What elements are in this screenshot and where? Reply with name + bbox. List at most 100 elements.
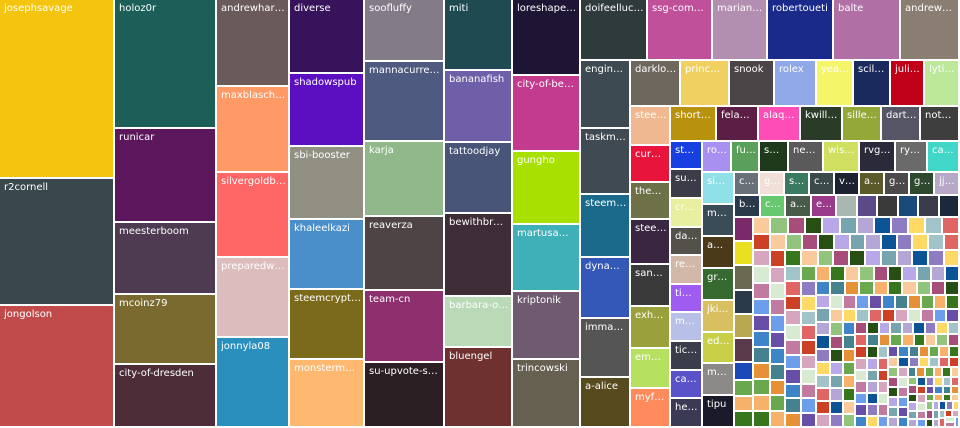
treemap-tile: city-of-berlin (513, 76, 581, 152)
treemap-tile-label: jongolson (4, 309, 53, 320)
treemap-tail-tile (892, 218, 909, 235)
treemap-tile: taskmaster4450 (581, 129, 631, 195)
treemap-tail-tile (926, 323, 937, 335)
treemap-tail-tile (940, 402, 947, 411)
treemap-tail-tile (918, 420, 927, 428)
treemap-tail-tile (754, 300, 771, 316)
treemap-tail-tile (802, 282, 817, 297)
treemap-tail-tile (880, 323, 891, 335)
treemap-tail-tile (954, 402, 960, 411)
treemap-tail-tile (802, 312, 817, 326)
treemap-tile: preparedwombat (217, 258, 290, 338)
treemap-tail-tile (940, 411, 946, 419)
treemap-tail-tile (932, 282, 946, 296)
treemap-tail-tile (889, 368, 899, 378)
treemap-tile: maxblaschke (217, 87, 290, 173)
treemap-tail-tile (802, 326, 817, 341)
treemap-tile-label: meesterboom (119, 226, 189, 237)
treemap-tail-tile (899, 408, 909, 418)
treemap-tile: jonnyla08 (217, 338, 290, 428)
treemap-tail-tile (922, 296, 935, 310)
treemap-tail-tile (754, 348, 771, 364)
treemap-tile: a-alice (581, 378, 631, 428)
treemap-tile: givemefive (885, 173, 910, 196)
treemap-tile-label: sergiomendes (764, 145, 785, 156)
treemap-tile: mathematicalwiz (703, 205, 735, 237)
treemap-tail-tile (817, 296, 831, 309)
treemap-tile-label: r2cornell (4, 182, 49, 193)
treemap-tile-label: sanderjansen (635, 268, 667, 279)
treemap-tail-tile (817, 336, 831, 350)
treemap-tile-label: carrinm (675, 374, 699, 385)
treemap-tile-label: simplymike (707, 176, 731, 187)
treemap-tail-tile (909, 386, 918, 395)
treemap-tile-label: steemmeupscotty (635, 223, 667, 234)
treemap-tail-tile (771, 316, 786, 333)
treemap-tile: tipu (703, 396, 735, 428)
treemap-tile (899, 196, 919, 218)
treemap-tail-tile (771, 333, 786, 349)
treemap-tile: darkloadz (631, 61, 681, 107)
treemap-tile: bananafish (445, 71, 513, 143)
treemap-tile: soofluffy (365, 0, 445, 62)
treemap-tile: mannacurrency (365, 62, 445, 142)
treemap-tile (837, 196, 858, 218)
treemap-tile-label: edprivat (707, 336, 731, 347)
treemap-tail-tile (858, 218, 875, 235)
treemap-tail-tile (844, 415, 856, 428)
treemap-tile-label: tictactoe (675, 345, 699, 356)
treemap-tail-tile (771, 251, 786, 268)
treemap-tail-tile (880, 335, 891, 347)
treemap-tail-tile (831, 310, 844, 323)
treemap-tail-tile (879, 371, 889, 382)
treemap-tile (858, 196, 878, 218)
treemap-tail-tile (927, 378, 935, 387)
treemap-tail-tile (846, 282, 860, 296)
treemap-tail-tile (909, 395, 918, 403)
treemap-tile (735, 218, 754, 242)
treemap-tile-label: andrewgenaille (905, 3, 956, 14)
treemap-tile: sillentkiller (843, 107, 882, 142)
treemap-tile-label: wisdomandjustice (828, 145, 856, 156)
treemap-tail-tile (844, 363, 856, 376)
treemap-tile: rolex (775, 61, 817, 107)
treemap-tail-tile (831, 337, 844, 350)
treemap-tile: balte (834, 0, 901, 61)
treemap-tile: tattoodjay (445, 143, 513, 214)
treemap-tail-tile (754, 316, 771, 332)
treemap-tail-tile (844, 402, 856, 415)
treemap-tile: cassiltonline (928, 142, 960, 173)
treemap-tail-tile (947, 402, 954, 411)
treemap-tile: fulltimegeek (732, 142, 760, 173)
treemap-tile: emergentcoil (631, 349, 671, 389)
treemap-tile-label: taskmaster4450 (585, 132, 627, 143)
treemap-tail-tile (754, 412, 771, 428)
treemap-tail-tile (944, 387, 952, 395)
treemap-tile: trincowski (513, 360, 581, 428)
treemap-tile-label: vikingfroonow (839, 176, 856, 187)
treemap-tile: shadowspub (290, 74, 365, 147)
treemap-tail-tile (857, 296, 870, 310)
treemap-tail-tile (909, 412, 918, 420)
treemap-tail-tile (786, 385, 802, 399)
treemap-tail-tile (935, 296, 947, 310)
treemap-tail-tile (889, 267, 903, 282)
treemap-tail-tile (786, 282, 802, 297)
treemap-tail-tile (913, 251, 929, 267)
treemap-tile-label: abrockman (790, 199, 808, 210)
treemap-tail-tile (909, 296, 922, 310)
treemap-tile-label: doifeellucky (585, 3, 644, 14)
treemap-tile-label: jonnyla08 (221, 341, 271, 352)
treemap-tail-tile (786, 251, 802, 267)
treemap-tail-tile (927, 402, 934, 411)
treemap-tile: barbara-orenya (445, 297, 513, 348)
treemap-tile-label: gungho (517, 155, 555, 166)
treemap-tile: crypticat (735, 173, 760, 196)
treemap-tile-label: holoz0r (119, 3, 157, 14)
treemap-tail-tile (856, 405, 868, 417)
treemap-tail-tile (856, 417, 868, 428)
treemap-tile-label: amberkashif (707, 240, 731, 251)
treemap-tile: heroism (671, 399, 703, 428)
treemap-tile: bluengel (445, 348, 513, 428)
treemap-tail-tile (952, 378, 960, 387)
